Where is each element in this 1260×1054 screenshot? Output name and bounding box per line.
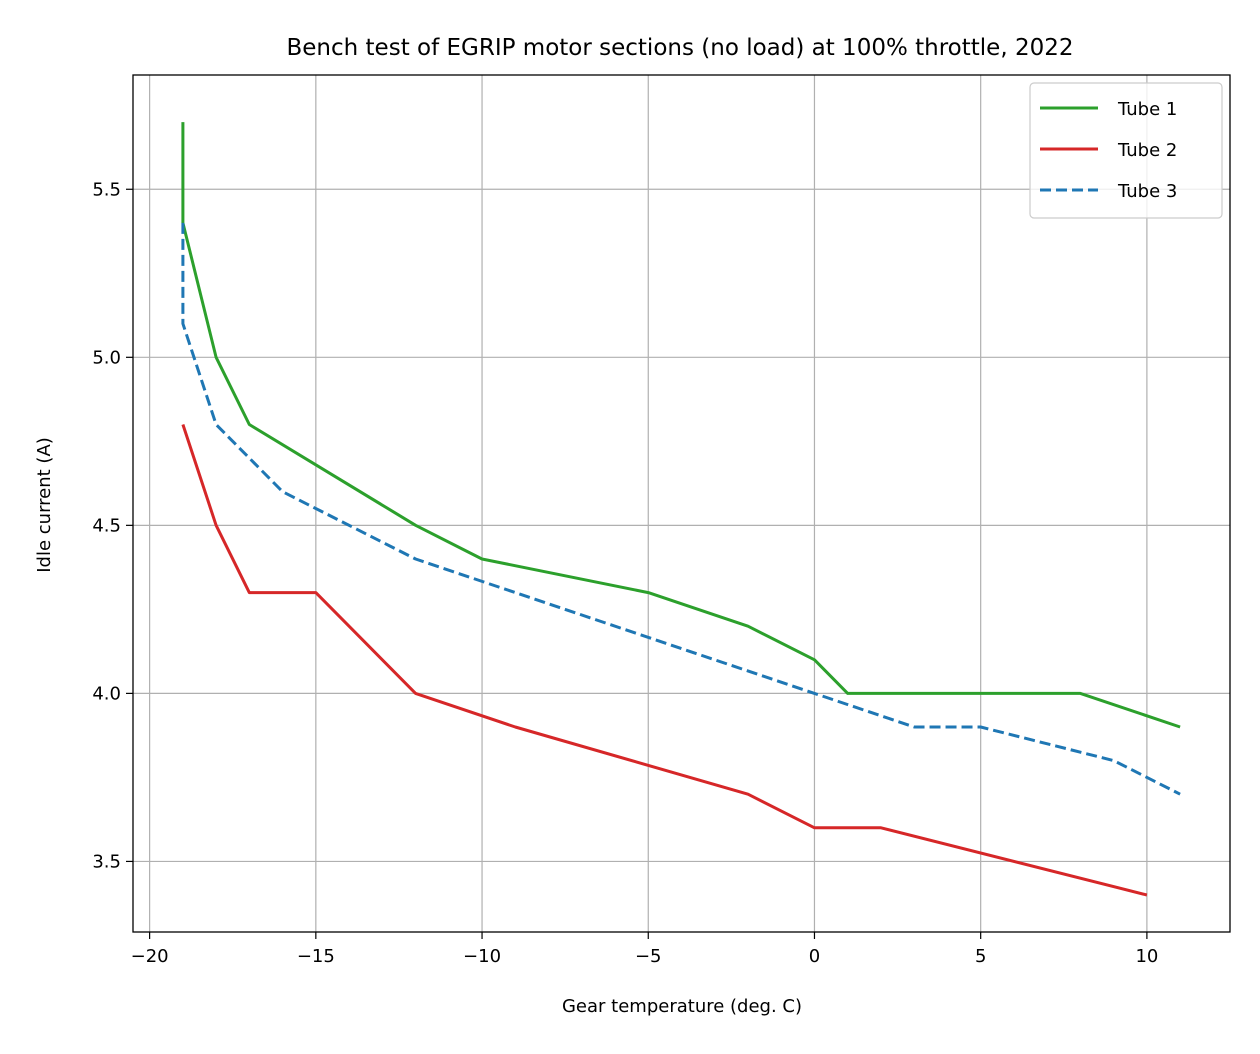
x-tick-label: −20 — [131, 946, 169, 967]
y-tick-label: 4.5 — [92, 515, 121, 536]
y-axis-label: Idle current (A) — [34, 437, 55, 573]
grid — [133, 75, 1230, 932]
x-tick-label: −5 — [635, 946, 662, 967]
x-tick-label: −10 — [463, 946, 501, 967]
x-axis-label: Gear temperature (deg. C) — [562, 996, 802, 1017]
y-tick-label: 5.0 — [92, 347, 121, 368]
series-lines — [181, 122, 1181, 897]
axes: −20 −15 −10 −5 0 5 10 3.5 4.0 4.5 5.0 5.5 — [92, 179, 1158, 967]
y-tick-label: 3.5 — [92, 851, 121, 872]
legend-label-1: Tube 1 — [1117, 99, 1177, 120]
series-line-2 — [181, 424, 1148, 897]
x-tick-label: −15 — [297, 946, 335, 967]
plot-frame — [132, 74, 1231, 933]
legend: Tube 1 Tube 2 Tube 3 — [1029, 82, 1223, 219]
y-tick-label: 4.0 — [92, 683, 121, 704]
series-line-3 — [181, 222, 1181, 796]
x-tick-label: 5 — [975, 946, 986, 967]
x-tick-label: 0 — [809, 946, 820, 967]
x-tick-label: 10 — [1135, 946, 1158, 967]
legend-box — [1029, 82, 1223, 219]
legend-label-3: Tube 3 — [1117, 181, 1177, 202]
legend-label-2: Tube 2 — [1117, 140, 1177, 161]
chart-title: Bench test of EGRIP motor sections (no l… — [287, 35, 1074, 61]
series-line-1 — [181, 122, 1181, 729]
y-tick-label: 5.5 — [92, 179, 121, 200]
